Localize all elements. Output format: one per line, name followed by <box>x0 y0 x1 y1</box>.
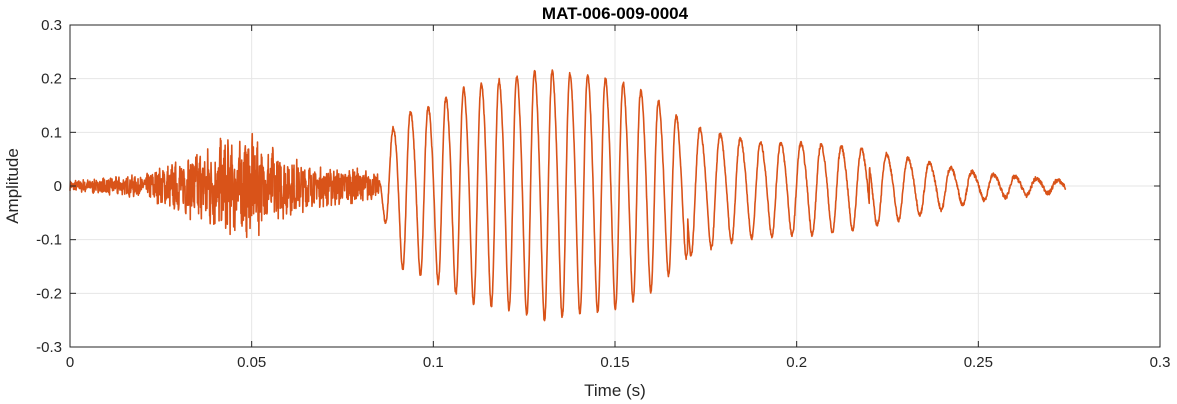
y-tick-label: -0.1 <box>36 232 62 249</box>
x-tick-label: 0.05 <box>237 354 266 371</box>
y-tick-label: 0 <box>54 178 62 195</box>
x-tick-label: 0.1 <box>423 354 444 371</box>
y-tick-label: 0.2 <box>41 71 62 88</box>
x-tick-label: 0 <box>66 354 74 371</box>
y-axis-label: Amplitude <box>3 148 22 224</box>
chart-title: MAT-006-009-0004 <box>542 4 689 23</box>
waveform-line <box>69 69 1067 322</box>
x-tick-label: 0.15 <box>600 354 629 371</box>
y-tick-label: 0.3 <box>41 17 62 34</box>
x-tick-label: 0.3 <box>1150 354 1171 371</box>
x-tick-label: 0.25 <box>964 354 993 371</box>
x-axis-label: Time (s) <box>584 381 646 400</box>
y-tick-label: -0.2 <box>36 285 62 302</box>
y-tick-label: 0.1 <box>41 124 62 141</box>
axis-ticks: 0 0.05 0.1 0.15 0.2 0.25 0.3 -0.3 -0.2 -0.1 0 0.1 0.… <box>36 17 1170 371</box>
x-tick-label: 0.2 <box>786 354 807 371</box>
y-tick-label: -0.3 <box>36 339 62 356</box>
signal-layer <box>69 69 1067 322</box>
